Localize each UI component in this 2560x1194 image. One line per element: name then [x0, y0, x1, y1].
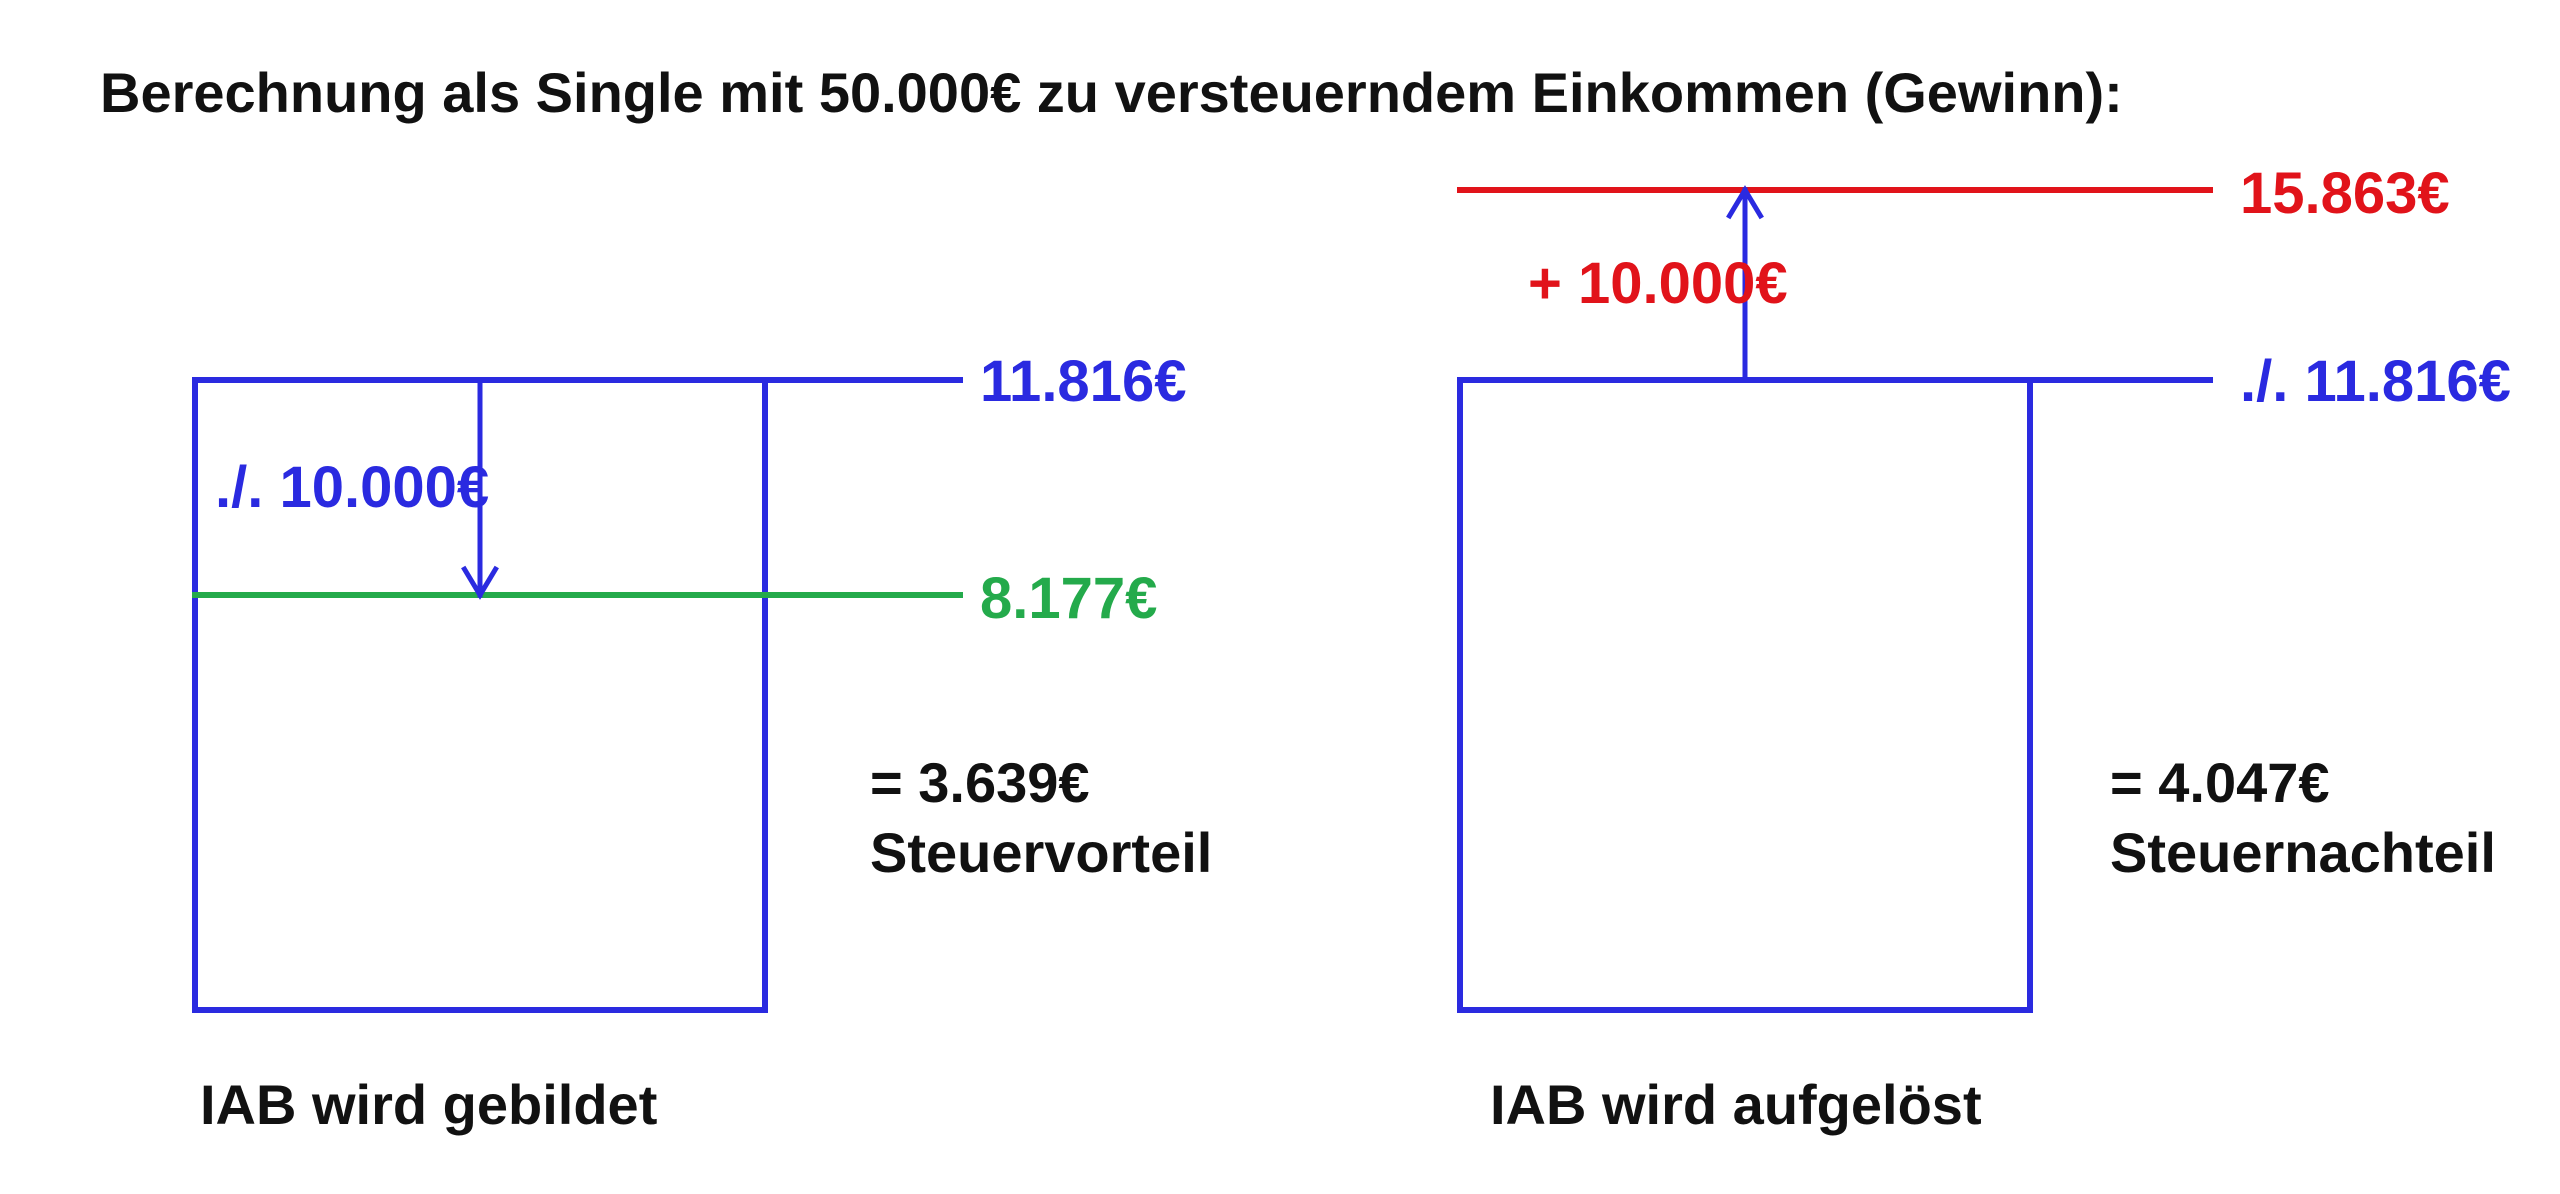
diagram-stage: Berechnung als Single mit 50.000€ zu ver… — [0, 0, 2560, 1194]
left-delta: ./. 10.000€ — [215, 454, 489, 521]
diagram-svg — [0, 0, 2560, 1194]
left-value-top: 11.816€ — [980, 348, 1186, 415]
right-caption: IAB wird aufgelöst — [1490, 1072, 1982, 1137]
left-value-green: 8.177€ — [980, 565, 1157, 632]
left-result-line2: Steuervorteil — [870, 820, 1212, 885]
page-title: Berechnung als Single mit 50.000€ zu ver… — [100, 60, 2123, 125]
right-box — [1460, 380, 2030, 1010]
left-result-line1: = 3.639€ — [870, 750, 1090, 815]
right-value-top: ./. 11.816€ — [2240, 348, 2511, 415]
right-result-line2: Steuernachteil — [2110, 820, 2496, 885]
left-caption: IAB wird gebildet — [200, 1072, 657, 1137]
right-delta: + 10.000€ — [1528, 250, 1788, 317]
right-value-red: 15.863€ — [2240, 160, 2450, 227]
right-result-line1: = 4.047€ — [2110, 750, 2330, 815]
